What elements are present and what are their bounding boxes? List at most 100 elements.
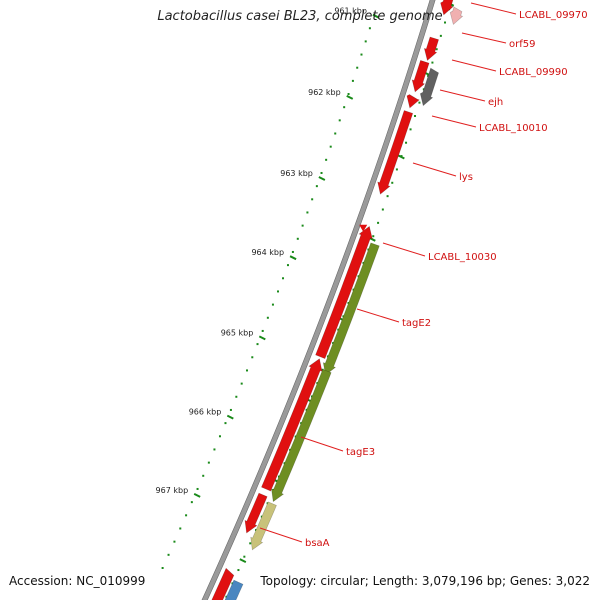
gene-arrow — [406, 94, 420, 109]
tick-mark — [386, 195, 389, 198]
map-title: Lactobacillus casei BL23, complete genom… — [157, 9, 443, 24]
tick-mark — [296, 237, 299, 240]
gene-arrow — [411, 60, 430, 93]
gene-label: LCABL_09990 — [499, 67, 568, 78]
gene-arrow — [315, 225, 373, 359]
gene-leader-line — [439, 89, 486, 102]
gene-label: LCABL_09970 — [519, 10, 588, 21]
tick-mark — [405, 141, 408, 144]
tick-mark — [377, 221, 380, 224]
tick-mark — [391, 181, 394, 184]
tick-mark — [414, 115, 417, 118]
kbp-tick-label: 961 kbp — [334, 7, 367, 16]
tick-mark — [196, 487, 199, 490]
tick-mark — [444, 21, 447, 24]
tick-mark — [167, 553, 170, 556]
tick-mark — [190, 501, 193, 504]
kbp-tick-label: 964 kbp — [251, 248, 284, 257]
tick-mark — [218, 435, 221, 438]
accession-label: Accession: NC_010999 — [9, 574, 146, 588]
kbp-tick-label: 965 kbp — [221, 328, 254, 337]
gene-arrow — [419, 67, 439, 107]
tick-mark — [325, 158, 328, 161]
tick-mark — [364, 40, 367, 43]
tick-mark — [320, 171, 323, 174]
tick-mark — [224, 422, 227, 425]
gene-leader-line — [431, 115, 477, 128]
kbp-major-tick — [346, 94, 354, 100]
genome-backbone-arc — [201, 0, 436, 600]
tick-mark — [261, 329, 264, 332]
tick-mark — [229, 408, 232, 411]
tick-mark — [343, 106, 346, 109]
tick-mark — [243, 555, 246, 558]
tick-mark — [249, 542, 252, 545]
tick-mark — [315, 185, 318, 188]
tick-mark — [351, 79, 354, 82]
gene-arrow — [440, 0, 454, 16]
gene-label: bsaA — [305, 538, 330, 549]
tick-mark — [282, 277, 285, 280]
gene-label: tagE2 — [402, 318, 431, 329]
gene-leader-line — [470, 2, 517, 15]
tick-mark — [271, 303, 274, 306]
tick-mark — [360, 53, 363, 56]
kbp-tick-label: 962 kbp — [308, 88, 341, 97]
tick-mark — [173, 540, 176, 543]
tick-mark — [251, 356, 254, 359]
tick-mark — [235, 395, 238, 398]
gene-label: LCABL_10010 — [479, 123, 548, 134]
gene-arrow — [244, 492, 268, 534]
gene-arrow — [449, 6, 464, 25]
tick-mark — [202, 474, 205, 477]
kbp-tick-label: 966 kbp — [189, 408, 222, 417]
gene-leader-line — [451, 59, 497, 72]
tick-mark — [418, 101, 421, 104]
gene-leader-line — [356, 308, 400, 323]
tick-mark — [381, 208, 384, 211]
tick-mark — [256, 343, 259, 346]
tick-mark — [409, 128, 412, 131]
tick-mark — [372, 235, 375, 238]
kbp-major-tick — [258, 335, 266, 341]
gene-arrow — [423, 36, 439, 61]
gene-leader-line — [259, 527, 303, 543]
tick-mark — [240, 382, 243, 385]
topology-label: Topology: circular; Length: 3,079,196 bp… — [260, 574, 590, 588]
gene-leader-line — [300, 436, 344, 452]
gene-label: orf59 — [509, 39, 535, 50]
tick-mark — [301, 224, 304, 227]
gene-arrow — [224, 579, 244, 600]
tick-mark — [185, 514, 188, 517]
gene-marker — [359, 224, 368, 232]
gene-arrow — [250, 501, 277, 551]
kbp-tick-label: 967 kbp — [156, 486, 189, 495]
tick-mark — [277, 290, 280, 293]
gene-label: tagE3 — [346, 447, 375, 458]
tick-mark — [246, 369, 249, 372]
tick-mark — [179, 527, 182, 530]
kbp-tick-label: 963 kbp — [280, 169, 313, 178]
gene-leader-line — [461, 32, 507, 44]
kbp-major-tick — [226, 414, 234, 420]
tick-mark — [368, 27, 371, 30]
tick-mark — [395, 168, 398, 171]
gene-label: LCABL_10030 — [428, 252, 497, 263]
tick-mark — [435, 48, 438, 51]
tick-mark — [431, 61, 434, 64]
gene-arrow — [377, 110, 414, 195]
kbp-major-tick — [318, 176, 326, 181]
gene-label: lys — [459, 172, 473, 183]
tick-mark — [207, 461, 210, 464]
tick-mark — [291, 250, 294, 253]
tick-mark — [311, 198, 314, 201]
tick-mark — [347, 93, 350, 96]
gene-leader-line — [412, 162, 457, 177]
tick-mark — [356, 66, 359, 69]
kbp-major-tick — [239, 558, 247, 563]
gene-arrow — [271, 368, 332, 503]
gene-arrow — [322, 242, 380, 376]
tick-mark — [329, 145, 332, 148]
tick-mark — [213, 448, 216, 451]
